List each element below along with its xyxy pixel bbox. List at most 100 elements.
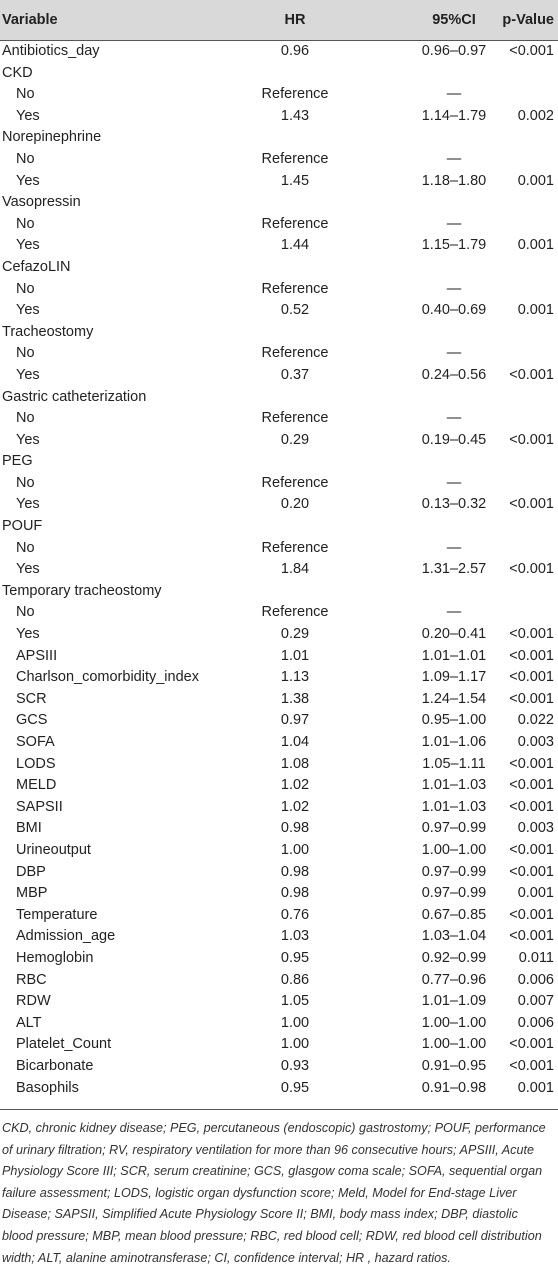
ci-cell: 0.13–0.32 [421,496,487,513]
p-value-cell: <0.001 [509,647,554,664]
table-row: Yes 0.29 0.19–0.45 <0.001 [0,430,558,452]
ci-cell: — [446,539,462,556]
p-value-cell: 0.003 [517,820,554,837]
table-row: PEG [0,451,558,473]
table-row: SCR 1.38 1.24–1.54 <0.001 [0,689,558,711]
ci-cell: 1.03–1.04 [421,928,487,945]
hr-cell: 1.44 [280,237,310,254]
variable-cell: Bicarbonate [16,1057,94,1074]
hr-cell: 1.01 [280,647,310,664]
variable-cell: RBC [16,971,47,988]
table-row: Yes 0.37 0.24–0.56 <0.001 [0,365,558,387]
variable-cell: No [16,86,35,103]
hr-cell: Reference [261,345,329,362]
variable-cell: No [16,604,35,621]
variable-cell: Yes [16,302,40,319]
hr-cell: 1.00 [280,1036,310,1053]
hr-cell: 0.96 [280,43,310,59]
table-row: DBP 0.98 0.97–0.99 <0.001 [0,862,558,884]
hr-cell: Reference [261,280,329,297]
ci-cell: — [446,410,462,427]
table-row: Antibiotics_day 0.96 0.96–0.97 <0.001 [0,41,558,63]
ci-cell: 0.95–1.00 [421,712,487,729]
ci-cell: 0.97–0.99 [421,863,487,880]
table-row: Norepinephrine [0,127,558,149]
variable-cell: DBP [16,863,46,880]
footnote: CKD, chronic kidney disease; PEG, percut… [2,1121,546,1265]
p-value-cell: 0.002 [517,107,554,124]
hr-cell: 1.08 [280,755,310,772]
header-row: Variable HR 95%CI p-Value [0,0,558,41]
ci-cell: — [446,345,462,362]
hr-cell: Reference [261,410,329,427]
header-cell: HR [284,12,306,28]
variable-cell: Hemoglobin [16,949,94,966]
ci-cell: 0.97–0.99 [421,820,487,837]
p-value-cell: <0.001 [509,431,554,448]
table-row: No Reference — [0,473,558,495]
ci-cell: — [446,474,462,491]
table-row: ALT 1.00 1.00–1.00 0.006 [0,1013,558,1035]
table-row: MBP 0.98 0.97–0.99 0.001 [0,883,558,905]
variable-cell: ALT [16,1014,42,1031]
variable-cell: CKD [2,64,33,81]
variable-cell: SOFA [16,734,55,750]
ci-cell: 0.40–0.69 [421,302,487,319]
variable-cell: Yes [16,431,40,448]
hr-cell: Reference [261,604,329,621]
ci-cell: 0.97–0.99 [421,885,487,902]
ci-cell: 1.00–1.00 [421,1036,487,1053]
table-row: Temperature 0.76 0.67–0.85 <0.001 [0,905,558,927]
table-row: No Reference — [0,279,558,301]
hr-cell: 0.95 [280,949,310,966]
ci-cell: 1.01–1.09 [421,993,487,1010]
hr-cell: 1.13 [280,669,310,686]
table-row: No Reference — [0,602,558,624]
table-row: Admission_age 1.03 1.03–1.04 <0.001 [0,926,558,948]
variable-cell: PEG [2,453,33,470]
table-bottom-rule [0,1109,558,1111]
hr-cell: 0.86 [280,971,310,988]
p-value-cell: 0.007 [517,993,554,1010]
hr-cell: 0.76 [280,906,310,923]
hr-cell: 1.45 [280,172,310,189]
ci-cell: 0.92–0.99 [421,949,487,966]
table-row: RDW 1.05 1.01–1.09 0.007 [0,991,558,1013]
p-value-cell: 0.022 [517,712,554,729]
hr-cell: Reference [261,150,329,167]
ci-cell: 1.18–1.80 [421,172,487,189]
hr-cell: 0.29 [280,431,310,448]
variable-cell: Yes [16,107,40,124]
table-row: Yes 0.29 0.20–0.41 <0.001 [0,624,558,646]
p-value-cell: 0.001 [517,885,554,902]
variable-cell: Norepinephrine [2,129,102,146]
hr-cell: Reference [261,86,329,103]
hr-cell: 1.84 [280,561,310,578]
table-row: Yes 1.45 1.18–1.80 0.001 [0,171,558,193]
variable-cell: Yes [16,172,40,189]
variable-cell: LODS [16,755,56,772]
hr-cell: Reference [261,474,329,491]
table-row: CKD [0,63,558,85]
variable-cell: Yes [16,237,40,254]
ci-cell: 1.01–1.03 [421,777,487,794]
ci-cell: 1.00–1.00 [421,1014,487,1031]
variable-cell: BMI [16,820,42,837]
ci-cell: 0.19–0.45 [421,431,487,448]
ci-cell: 1.01–1.03 [421,798,487,815]
ci-cell: 1.01–1.06 [421,734,487,750]
p-value-cell: <0.001 [509,561,554,578]
variable-cell: Urineoutput [16,841,91,858]
table-row: No Reference — [0,214,558,236]
hr-cell: Reference [261,539,329,556]
variable-cell: No [16,410,35,427]
hr-cell: 0.95 [280,1079,310,1096]
variable-cell: No [16,345,35,362]
p-value-cell: <0.001 [509,841,554,858]
table-row: Vasopressin [0,192,558,214]
variable-cell: Yes [16,561,40,578]
p-value-cell: 0.001 [517,237,554,254]
hr-cell: 0.52 [280,302,310,319]
table-row: BMI 0.98 0.97–0.99 0.003 [0,818,558,840]
p-value-cell: 0.006 [517,1014,554,1031]
